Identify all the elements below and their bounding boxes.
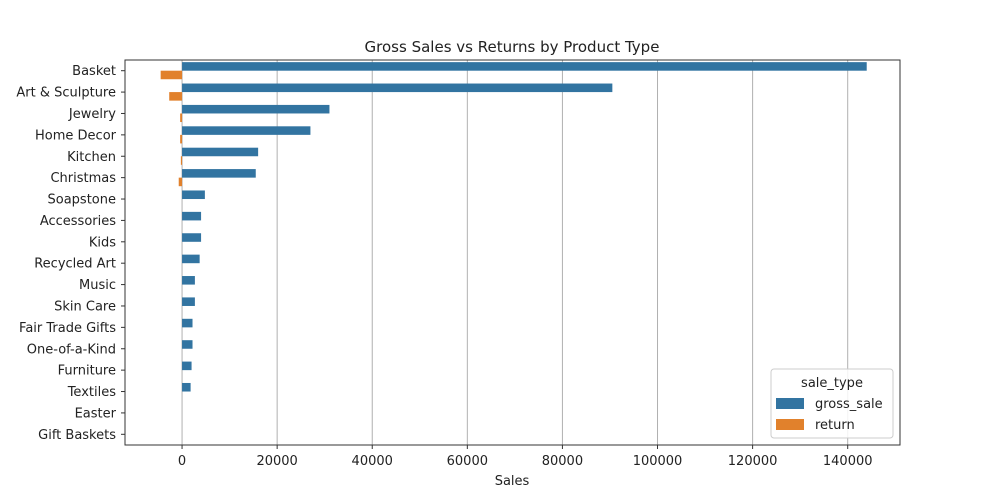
x-tick-label: 80000	[542, 454, 583, 469]
bar-return	[180, 113, 183, 123]
x-tick-label: 140000	[823, 454, 873, 469]
bar-gross_sale	[182, 254, 200, 264]
x-tick-label: 20000	[256, 454, 297, 469]
bar-gross_sale	[182, 104, 330, 114]
bar-gross_sale	[182, 361, 192, 371]
legend-title: sale_type	[801, 376, 863, 391]
y-tick-label: Christmas	[50, 171, 116, 186]
plot-frame	[124, 59, 901, 446]
y-tick-label: Easter	[75, 406, 117, 421]
legend-swatch-return	[776, 419, 804, 430]
bar-gross_sale	[182, 147, 259, 157]
bar-return	[180, 156, 183, 165]
x-axis-label: Sales	[495, 474, 530, 489]
bar-gross_sale	[182, 190, 205, 200]
legend-label-return: return	[815, 418, 855, 433]
y-tick-label: Music	[79, 278, 116, 293]
x-tick-labels: 0 20000 40000 60000 80000 100000 120000 140000	[178, 445, 873, 469]
bar-gross_sale	[182, 297, 195, 306]
y-tick-labels: Basket Art & Sculpture Jewelry Home Decor Ki…	[16, 64, 125, 443]
bar-gross_sale	[182, 62, 867, 71]
y-tick-label: Home Decor	[35, 128, 117, 143]
x-tick-label: 120000	[728, 454, 778, 469]
y-tick-label: Soapstone	[48, 193, 117, 208]
bar-return	[178, 177, 183, 187]
y-tick-label: Kitchen	[67, 150, 116, 165]
y-tick-label: Basket	[72, 64, 116, 79]
bar-gross_sale	[182, 276, 195, 285]
bar-return	[160, 70, 183, 80]
bar-gross_sale	[182, 340, 193, 349]
y-tick-label: Gift Baskets	[38, 428, 116, 443]
x-tick-label: 40000	[352, 454, 393, 469]
bars	[160, 62, 867, 392]
y-tick-label: Jewelry	[68, 107, 116, 122]
bar-return	[180, 134, 183, 144]
y-tick-label: Furniture	[58, 364, 116, 379]
grid-lines	[181, 60, 849, 445]
y-tick-label: Fair Trade Gifts	[19, 321, 116, 336]
legend-label-gross_sale: gross_sale	[815, 397, 883, 412]
y-tick-label: Recycled Art	[34, 257, 116, 272]
bar-return	[169, 92, 183, 101]
x-tick-label: 0	[178, 454, 186, 469]
bar-gross_sale	[182, 126, 311, 135]
bar-gross_sale	[182, 318, 193, 328]
bar-gross_sale	[182, 83, 613, 93]
x-tick-label: 60000	[447, 454, 488, 469]
bar-gross_sale	[182, 233, 202, 242]
legend-swatch-gross_sale	[776, 398, 804, 409]
bar-gross_sale	[182, 211, 202, 221]
chart-title: Gross Sales vs Returns by Product Type	[365, 38, 660, 56]
y-tick-label: Kids	[89, 235, 116, 250]
bar-gross_sale	[182, 382, 191, 392]
y-tick-label: Accessories	[40, 214, 116, 229]
y-tick-label: One-of-a-Kind	[27, 342, 116, 357]
y-tick-label: Skin Care	[54, 299, 116, 314]
x-tick-label: 100000	[633, 454, 683, 469]
y-tick-label: Textiles	[67, 385, 117, 400]
y-tick-label: Art & Sculpture	[16, 86, 116, 101]
bar-gross_sale	[182, 169, 256, 178]
